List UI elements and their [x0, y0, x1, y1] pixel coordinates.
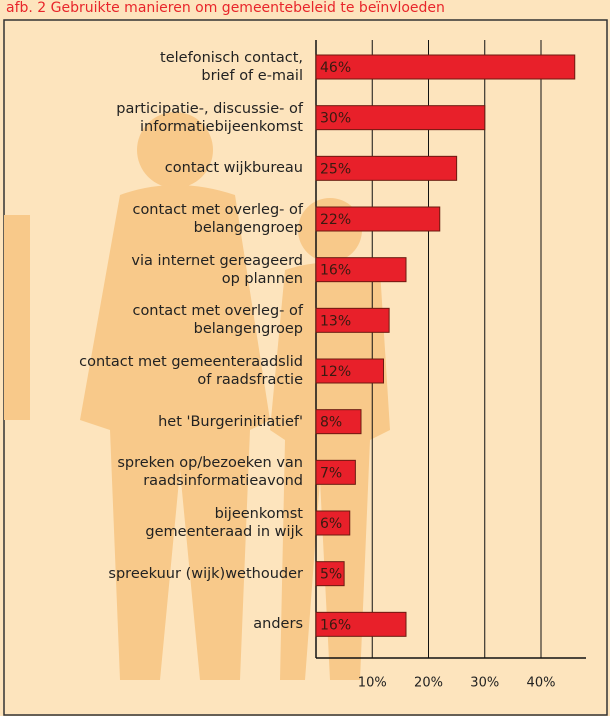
category-label: contact met overleg- of belangengroep — [132, 201, 303, 237]
value-label: 7% — [320, 465, 342, 481]
value-label: 16% — [320, 263, 351, 279]
category-label: participatie-, discussie- of informatieb… — [116, 100, 303, 136]
value-label: 6% — [320, 516, 342, 532]
value-label: 46% — [320, 60, 351, 76]
category-label: spreekuur (wijk)wethouder — [108, 565, 303, 583]
page: afb. 2 Gebruikte manieren om gemeentebel… — [0, 0, 610, 716]
value-label: 25% — [320, 161, 351, 177]
bar — [316, 55, 575, 79]
category-label: contact met overleg- of belangengroep — [132, 302, 303, 338]
category-label: anders — [253, 615, 303, 633]
value-label: 13% — [320, 313, 351, 329]
x-tick-label: 10% — [358, 676, 387, 691]
x-tick-label: 40% — [527, 676, 556, 691]
value-label: 16% — [320, 617, 351, 633]
category-label: bijeenkomst gemeenteraad in wijk — [145, 505, 303, 541]
category-label: contact met gemeenteraadslid of raadsfra… — [79, 353, 303, 389]
category-label: telefonisch contact, brief of e-mail — [160, 49, 303, 85]
x-tick-label: 30% — [470, 676, 499, 691]
value-label: 30% — [320, 111, 351, 127]
category-label: het 'Burgerinitiatief' — [158, 413, 303, 431]
chart-title: afb. 2 Gebruikte manieren om gemeentebel… — [6, 0, 445, 16]
value-label: 8% — [320, 415, 342, 431]
value-label: 12% — [320, 364, 351, 380]
x-tick-label: 20% — [414, 676, 443, 691]
category-label: contact wijkbureau — [165, 159, 303, 177]
category-label: via internet gereageerd op plannen — [131, 252, 303, 288]
value-label: 5% — [320, 567, 342, 583]
value-label: 22% — [320, 212, 351, 228]
category-label: spreken op/bezoeken van raadsinformatiea… — [117, 454, 303, 490]
